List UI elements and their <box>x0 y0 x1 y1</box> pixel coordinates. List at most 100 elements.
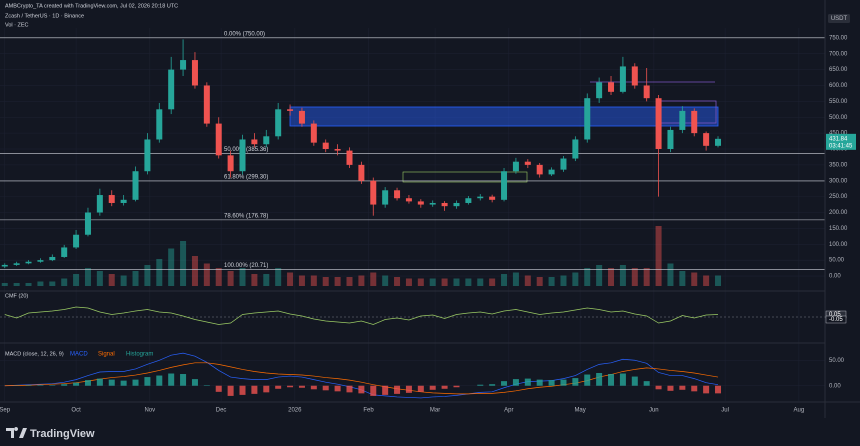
volume-bar <box>156 259 163 286</box>
volume-bar <box>477 278 484 286</box>
candle-body <box>512 161 519 172</box>
volume-bar <box>679 271 686 286</box>
volume-bar <box>584 268 591 286</box>
histogram-bar <box>405 385 412 393</box>
candle-body <box>180 60 187 70</box>
candle-body <box>227 155 234 172</box>
supply-zone <box>289 106 719 127</box>
candle-body <box>108 195 115 203</box>
candle-body <box>429 202 436 205</box>
histogram-bar <box>120 380 127 386</box>
histogram-bar <box>180 374 187 386</box>
brand-logo <box>6 427 27 438</box>
histogram-bar <box>227 385 234 396</box>
y-tick-label: 600.00 <box>829 83 848 89</box>
volume-bar <box>215 268 222 286</box>
candle-body <box>596 82 603 99</box>
candle-body <box>168 69 175 110</box>
histogram-bar <box>631 376 638 386</box>
histogram-bar <box>596 373 603 386</box>
symbol: Zcash / TetherUS · 1D · Binance <box>5 13 84 19</box>
histogram-bar <box>49 385 56 386</box>
x-tick-label: Nov <box>144 408 155 414</box>
volume-bar <box>417 278 424 286</box>
histogram-bar <box>132 379 139 386</box>
candle-body <box>144 139 151 172</box>
volume-bar <box>191 256 198 286</box>
candle-body <box>548 169 555 175</box>
volume-bar <box>310 275 317 286</box>
volume-bar <box>715 275 722 286</box>
candle-body <box>132 171 139 200</box>
candle-body <box>346 150 353 165</box>
volume-bar <box>144 265 151 286</box>
x-tick-label: Mar <box>430 408 440 414</box>
volume-bar <box>619 265 626 286</box>
legend-entry: MACD <box>70 352 88 358</box>
volume-bar <box>239 268 246 286</box>
histogram-bar <box>715 385 722 394</box>
histogram-bar <box>453 385 460 388</box>
volume-bar <box>453 278 460 286</box>
volume-bar <box>251 274 258 286</box>
candle-body <box>275 109 282 137</box>
candle-body <box>703 133 710 146</box>
y-tick-label: 500.00 <box>829 115 848 121</box>
candle-body <box>382 190 389 205</box>
candle-body <box>655 98 662 149</box>
candle-body <box>679 110 686 130</box>
histogram-bar <box>477 384 484 386</box>
histogram-bar <box>691 385 698 392</box>
volume-bar <box>691 272 698 286</box>
histogram-bar <box>643 381 650 386</box>
candle-body <box>560 158 567 170</box>
y-tick-label: 150.00 <box>829 226 848 232</box>
volume-bar <box>37 281 44 286</box>
volume-bar <box>96 271 103 286</box>
volume-bar <box>572 272 579 286</box>
volume-bar <box>489 278 496 286</box>
candle-body <box>287 109 294 111</box>
macd-title: MACD (close, 12, 26, 9) <box>5 351 64 357</box>
y-tick-label: 450.00 <box>829 131 848 137</box>
histogram-bar <box>298 385 305 388</box>
volume-bar <box>168 248 175 286</box>
candle-body <box>667 129 674 149</box>
volume-bar <box>358 275 365 286</box>
cmf-title: CMF (20) <box>5 293 28 299</box>
countdown: 03:41:45 <box>829 143 853 149</box>
candle-body <box>61 247 68 257</box>
histogram-bar <box>37 385 44 386</box>
candle-body <box>25 261 32 264</box>
histogram-bar <box>275 385 282 389</box>
histogram-bar <box>584 374 591 386</box>
candle-body <box>215 123 222 156</box>
histogram-bar <box>489 384 496 386</box>
histogram-bar <box>608 374 615 386</box>
fib-label: 61.80% (299.30) <box>224 175 268 181</box>
volume-bar <box>667 263 674 286</box>
volume-bar <box>334 277 341 286</box>
candle-body <box>37 260 44 262</box>
volume-bar <box>560 275 567 286</box>
candle-body <box>1 264 8 267</box>
candle-body <box>310 123 317 143</box>
histogram-bar <box>548 380 555 386</box>
x-tick-label: Feb <box>363 408 374 414</box>
histogram-bar <box>156 375 163 386</box>
marks: Sep Oct Nov Dec 2026 Feb Mar Apr May Jun Jul Aug 750… <box>0 31 856 414</box>
candle-body <box>405 198 412 202</box>
volume-bar <box>132 271 139 286</box>
candle-body <box>536 164 543 175</box>
volume-bar <box>1 283 8 286</box>
credit: AMBCrypto_TA created with TradingView.co… <box>5 3 178 9</box>
volume-bar <box>441 278 448 286</box>
candle-body <box>120 199 127 203</box>
y-tick-label: 550.00 <box>829 99 848 105</box>
histogram-bar <box>417 385 424 392</box>
histogram-bar <box>370 385 377 396</box>
histogram-bar <box>25 385 32 386</box>
candle-body <box>96 195 103 213</box>
volume-bar <box>61 278 68 286</box>
cmf-line <box>4 306 719 325</box>
